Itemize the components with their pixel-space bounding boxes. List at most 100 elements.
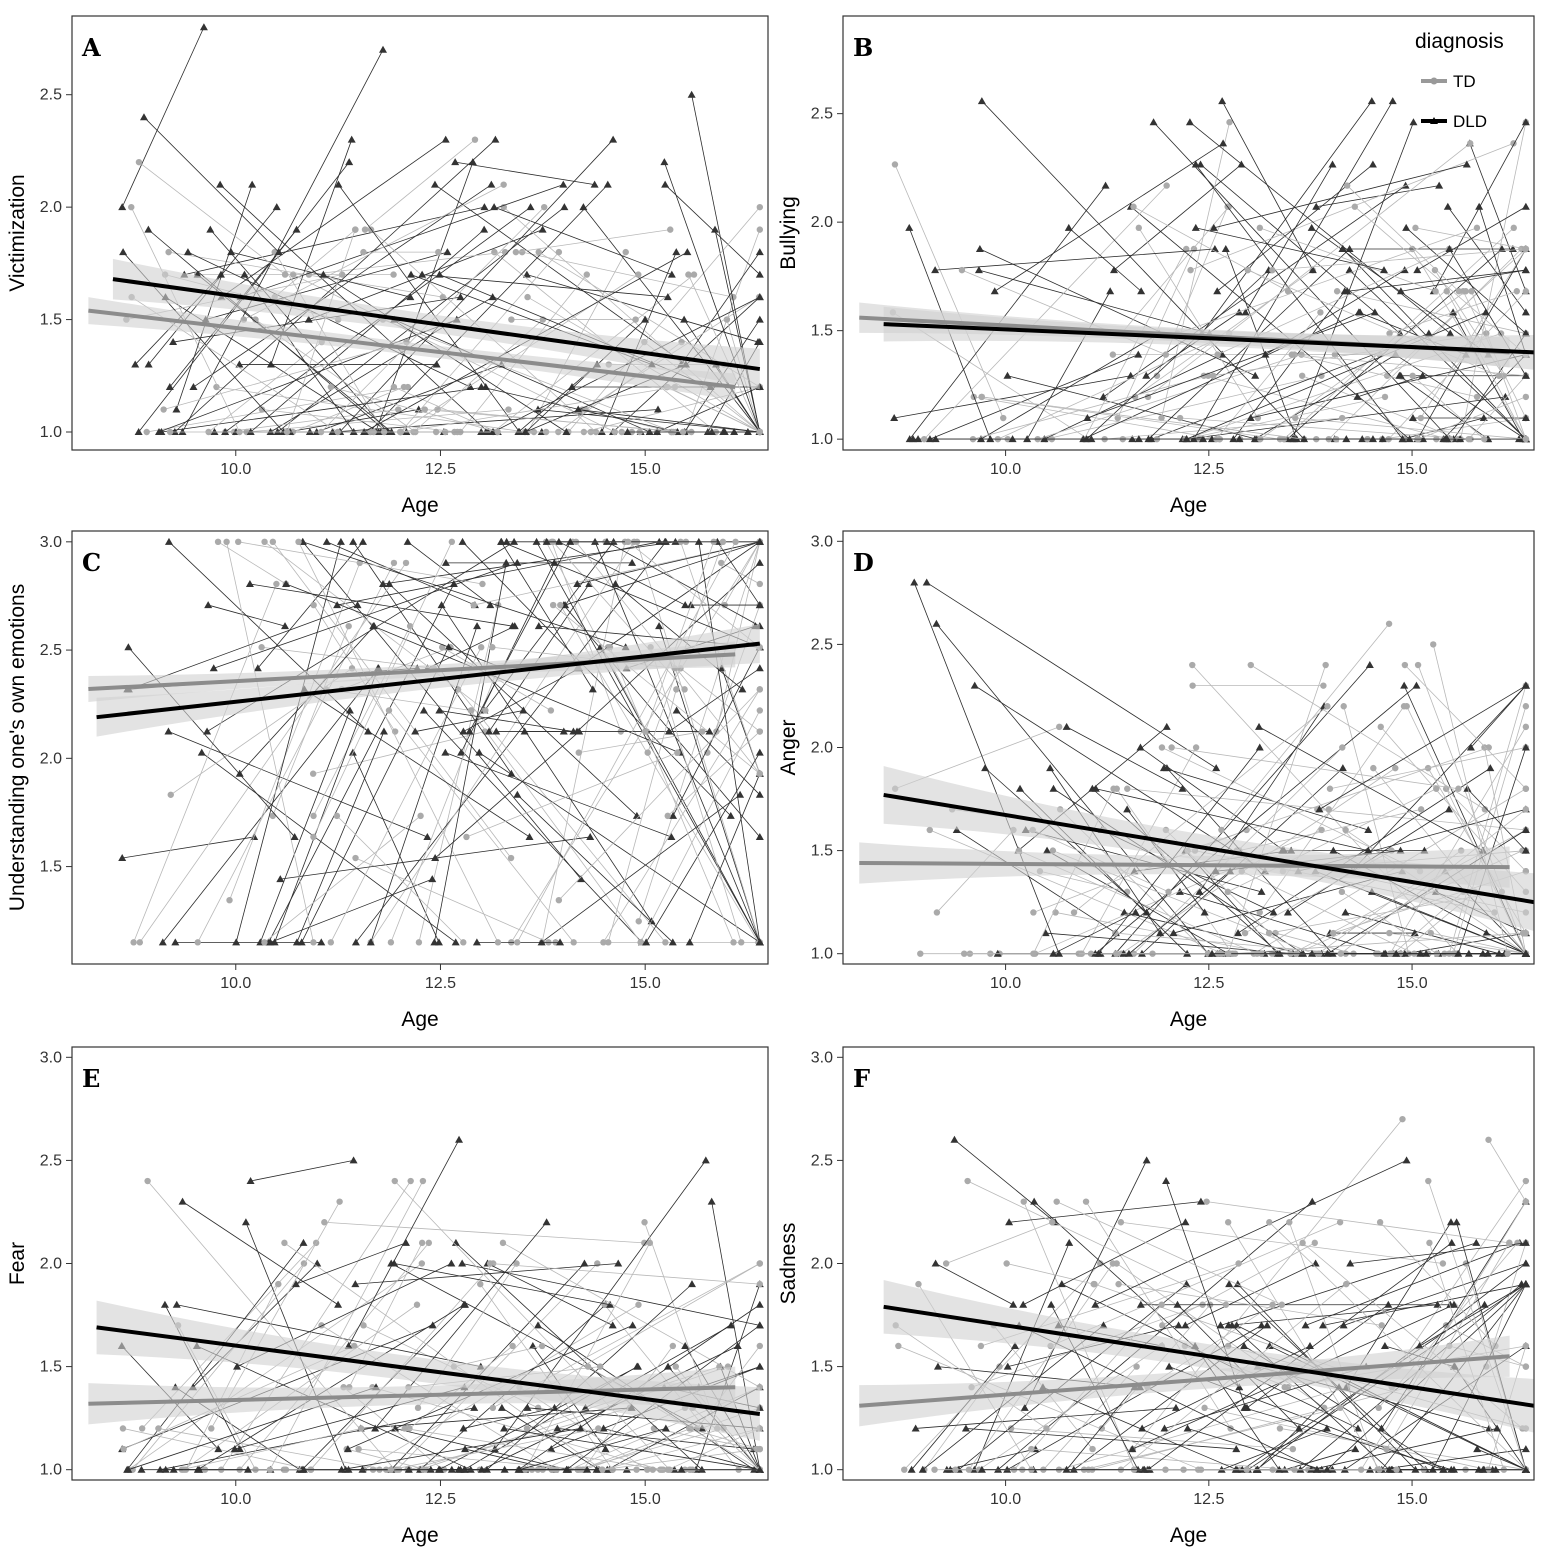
trajectory-line (355, 857, 549, 943)
y-tick-label: 1.5 (811, 323, 833, 340)
td-point (594, 1260, 601, 1267)
dld-point (1343, 287, 1352, 295)
trajectory-line (606, 541, 761, 627)
dld-point (726, 811, 735, 819)
td-point (477, 644, 485, 651)
dld-point (497, 1403, 506, 1411)
td-point (1115, 1280, 1122, 1288)
y-axis-title: Anger (777, 719, 800, 775)
td-point (460, 939, 467, 946)
td-point (494, 939, 502, 946)
dld-point (1328, 1465, 1337, 1473)
trajectory-line (558, 689, 761, 901)
dld-point (1049, 949, 1058, 957)
td-point (1351, 203, 1358, 210)
dld-point (1257, 1321, 1266, 1329)
y-tick-label: 2.0 (811, 1256, 833, 1273)
td-point (194, 939, 201, 946)
dld-point (406, 293, 415, 301)
y-tick-label: 1.5 (40, 859, 62, 876)
dld-point (1410, 929, 1419, 937)
dld-point (599, 1424, 608, 1432)
legend-label-td: TD (1453, 72, 1476, 91)
trajectory-line (956, 829, 1117, 934)
trajectory-line (382, 319, 674, 433)
dld-point (1379, 266, 1388, 274)
trajectory-line (923, 1366, 1000, 1470)
trajectory-line (1488, 1139, 1527, 1202)
trajectory-line (355, 1263, 619, 1285)
trajectory-line (1066, 726, 1183, 790)
td-point (1192, 744, 1200, 751)
trajectory-line (274, 229, 356, 298)
trajectory-line (1311, 1428, 1498, 1471)
dld-point (430, 938, 439, 946)
dld-point (1322, 1424, 1331, 1432)
trajectory-line (394, 319, 650, 433)
td-point (730, 939, 737, 946)
td-point (541, 203, 548, 211)
dld-point (1062, 1465, 1071, 1473)
td-point (595, 1425, 602, 1432)
dld-point (1183, 1424, 1192, 1432)
dld-point (1246, 414, 1255, 422)
dld-point (667, 270, 676, 278)
dld-point (645, 428, 654, 436)
td-point (1247, 661, 1254, 669)
dld-point (1257, 887, 1266, 895)
dld-point (755, 1321, 764, 1329)
trajectory-line (1083, 1407, 1341, 1471)
dld-point (1030, 1197, 1039, 1205)
trajectory-line (226, 541, 314, 943)
trajectory-line (358, 1448, 584, 1471)
dld-point (681, 601, 690, 609)
trajectory-line (264, 815, 421, 943)
trajectory-line (1095, 685, 1417, 954)
td-point (295, 538, 302, 546)
trajectory-line (1101, 1304, 1211, 1429)
trajectory-line (352, 752, 440, 943)
dld-point (1345, 244, 1354, 252)
trajectory-line (339, 139, 614, 433)
dld-point (755, 1465, 764, 1473)
td-point (1090, 1280, 1097, 1288)
trajectory-line (268, 583, 455, 943)
dld-point (1137, 949, 1146, 957)
trajectory-line (249, 583, 513, 627)
dld-point (240, 270, 249, 278)
y-tick-label: 2.5 (40, 642, 62, 659)
trajectory-line (1153, 121, 1451, 440)
dld-point (1209, 223, 1218, 231)
td-point (942, 1260, 950, 1267)
observations-C (118, 537, 764, 946)
dld-point (160, 1300, 169, 1308)
td-point (402, 559, 410, 567)
td-point (1485, 744, 1492, 751)
trajectory-line (954, 1139, 1056, 1223)
trajectory-line (382, 541, 676, 585)
dld-point (1521, 329, 1530, 337)
dld-point (1398, 435, 1407, 443)
dld-point (1328, 949, 1337, 957)
dld-point (419, 706, 428, 714)
dld-point (1169, 929, 1178, 937)
td-point (1417, 414, 1425, 422)
x-tick-label: 12.5 (1193, 1491, 1224, 1508)
trajectory-line (1477, 1448, 1527, 1471)
td-point (415, 939, 423, 946)
x-tick-label: 15.0 (630, 1491, 661, 1508)
td-point (321, 1219, 328, 1226)
trajectory-line (981, 396, 1305, 440)
dld-point (477, 428, 486, 436)
dld-point (1521, 846, 1530, 854)
dld-point (349, 1156, 358, 1164)
dld-point (755, 293, 764, 301)
td-point (1289, 1445, 1297, 1453)
trajectory-line (174, 139, 496, 433)
dld-point (933, 1362, 942, 1370)
dld-point (590, 180, 599, 188)
dld-point (508, 622, 517, 630)
trajectory-line (193, 184, 492, 388)
y-tick-label: 2.5 (40, 1152, 62, 1169)
td-point (351, 1342, 358, 1350)
